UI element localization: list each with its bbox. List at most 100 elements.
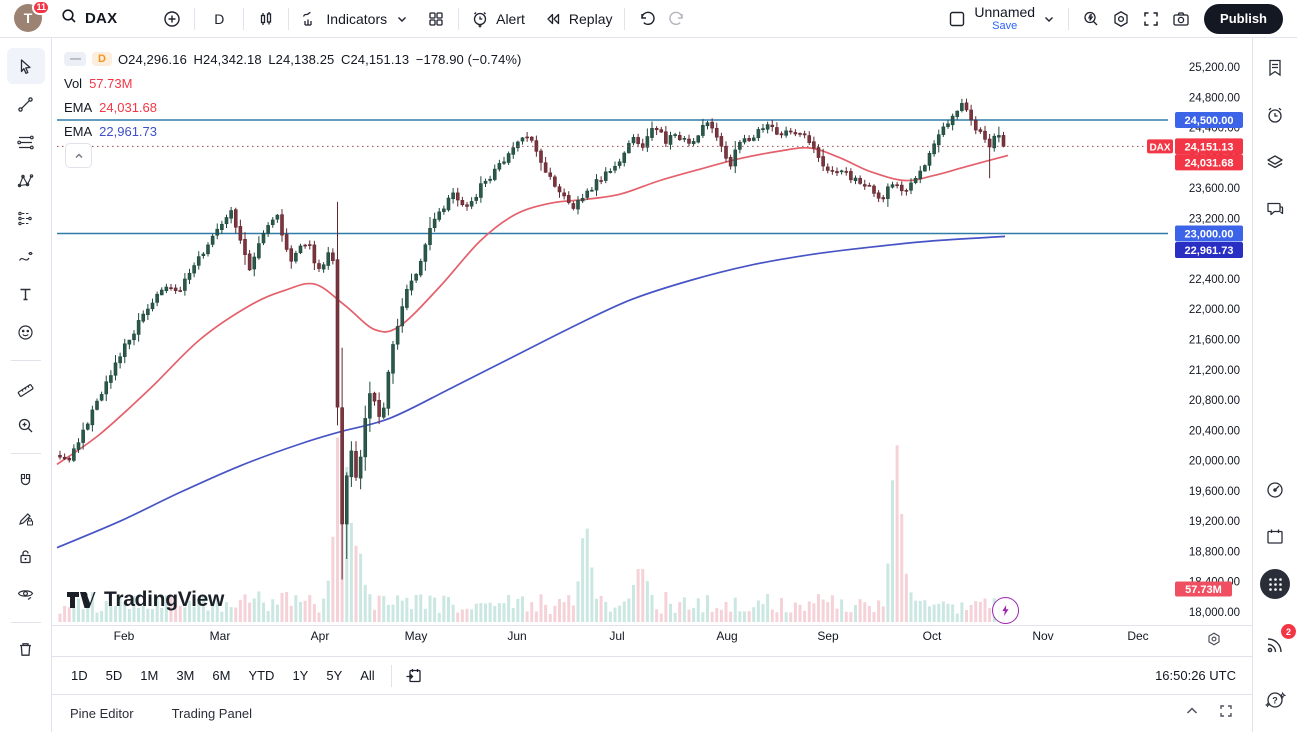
svg-text:23,600.00: 23,600.00 [1189, 183, 1240, 195]
volume-label: Vol [64, 75, 83, 91]
remove-drawings-tool[interactable] [7, 631, 45, 667]
go-to-date-icon[interactable] [399, 661, 429, 691]
compare-add-symbol-button[interactable] [157, 4, 187, 34]
indicators-button[interactable]: Indicators [296, 4, 391, 34]
legend-ema1-row[interactable]: EMA 24,031.68 [64, 95, 521, 119]
text-tool[interactable] [7, 276, 45, 312]
panel-maximize-icon[interactable] [1218, 703, 1234, 724]
volume-value: 57.73M [89, 75, 133, 91]
cursor-tool[interactable] [6, 48, 45, 84]
time-axis-month-feb: Feb [114, 629, 135, 643]
object-layers-icon[interactable] [1257, 144, 1293, 180]
svg-text:18,800.00: 18,800.00 [1189, 546, 1240, 558]
ema2-label: EMA [64, 123, 93, 139]
range-button-all[interactable]: All [360, 668, 375, 683]
svg-text:?: ? [1272, 696, 1278, 706]
panel-expand-chevron-up-icon[interactable] [1184, 703, 1200, 724]
range-button-3m[interactable]: 3M [176, 668, 195, 683]
replay-button[interactable]: Replay [539, 4, 617, 34]
ohlc-values: O24,296.16 H24,342.18 L24,138.25 C24,151… [117, 51, 522, 67]
save-link[interactable]: Save [992, 20, 1018, 32]
xabcd-pattern-tool[interactable] [7, 162, 45, 198]
symbol-name: DAX [85, 10, 118, 27]
quick-trade-bolt-button[interactable] [992, 597, 1019, 624]
range-button-1d[interactable]: 1D [71, 668, 88, 683]
help-icon[interactable]: ? [1257, 682, 1293, 718]
svg-text:24,031.68: 24,031.68 [1185, 157, 1234, 169]
measure-ruler-tool[interactable] [7, 369, 45, 405]
legend-main-row[interactable]: — D O24,296.16 H24,342.18 L24,138.25 C24… [64, 47, 521, 71]
user-menu-button[interactable]: T 11 [14, 0, 50, 34]
hide-drawings-tool[interactable] [7, 576, 45, 612]
settings-icon[interactable] [1106, 4, 1136, 34]
publish-button[interactable]: Publish [1204, 3, 1283, 34]
drawing-toolbar [0, 38, 52, 732]
symbol-search-button[interactable]: DAX [50, 4, 127, 34]
range-button-1m[interactable]: 1M [140, 668, 159, 683]
news-signal-icon[interactable]: 2 [1257, 624, 1296, 663]
tab-trading-panel[interactable]: Trading Panel [171, 706, 253, 721]
range-button-6m[interactable]: 6M [212, 668, 231, 683]
price-chart[interactable]: 25,200.0024,800.0024,400.0024,000.0023,6… [52, 38, 1252, 656]
emoji-tool[interactable] [7, 314, 45, 350]
top-toolbar: T 11 DAX D Indicators [0, 0, 1297, 38]
zoom-in-tool[interactable] [7, 407, 45, 443]
svg-text:22,000.00: 22,000.00 [1189, 304, 1240, 316]
fib-retracement-tool[interactable] [7, 124, 45, 160]
range-button-5y[interactable]: 5Y [326, 668, 343, 683]
divider [623, 7, 625, 30]
quick-search-icon[interactable] [1076, 4, 1106, 34]
range-button-1y[interactable]: 1Y [292, 668, 309, 683]
layout-chevron-down-icon[interactable] [1037, 4, 1061, 34]
camera-snapshot-icon[interactable] [1166, 4, 1196, 34]
svg-text:25,200.00: 25,200.00 [1189, 62, 1240, 74]
interval-button[interactable]: D [214, 10, 225, 27]
trend-line-tool[interactable] [7, 86, 45, 122]
drawing-mode-tool[interactable] [7, 500, 45, 536]
time-axis-month-aug: Aug [716, 629, 737, 643]
ema2-value: 22,961.73 [99, 123, 158, 139]
chat-icon[interactable] [1257, 191, 1293, 227]
svg-text:19,200.00: 19,200.00 [1189, 516, 1240, 528]
time-axis-month-may: May [405, 629, 428, 643]
gauge-icon[interactable] [1257, 472, 1293, 508]
range-button-ytd[interactable]: YTD [248, 668, 275, 683]
legend-collapse-button[interactable] [65, 143, 92, 168]
layout-button[interactable] [942, 4, 972, 34]
alerts-clock-icon[interactable] [1257, 97, 1293, 133]
divider [10, 622, 41, 623]
indicator-templates-button[interactable] [421, 4, 451, 34]
magnet-tool[interactable] [7, 462, 45, 498]
ema1-value: 24,031.68 [99, 99, 158, 115]
search-icon [60, 7, 78, 30]
svg-text:20,400.00: 20,400.00 [1189, 425, 1240, 437]
calendar-icon[interactable] [1257, 519, 1293, 555]
svg-text:18,000.00: 18,000.00 [1189, 607, 1240, 619]
time-axis-settings-icon[interactable] [1204, 629, 1224, 649]
brush-tool[interactable] [7, 238, 45, 274]
lock-all-tool[interactable] [7, 538, 45, 574]
legend-ema2-row[interactable]: EMA 22,961.73 [64, 119, 521, 143]
divider [390, 664, 392, 687]
divider [194, 7, 196, 30]
range-buttons: 1D 5D 1M 3M 6M YTD 1Y 5Y All [62, 664, 384, 687]
undo-button[interactable] [632, 4, 662, 34]
tab-pine-editor[interactable]: Pine Editor [70, 706, 134, 721]
forecast-tool[interactable] [7, 200, 45, 236]
time-axis-month-jul: Jul [609, 629, 624, 643]
indicators-chevron-down-icon[interactable] [391, 4, 413, 34]
chart-style-button[interactable] [251, 4, 281, 34]
redo-button[interactable] [662, 4, 692, 34]
legend-volume-row[interactable]: Vol 57.73M [64, 71, 521, 95]
fullscreen-icon[interactable] [1136, 4, 1166, 34]
layout-name-save[interactable]: Unnamed Save [974, 5, 1035, 32]
alert-button[interactable]: Alert [466, 4, 529, 34]
svg-text:23,200.00: 23,200.00 [1189, 213, 1240, 225]
range-button-5d[interactable]: 5D [105, 668, 123, 683]
tradingview-logo[interactable]: TradingView [66, 587, 224, 613]
replay-label: Replay [568, 10, 613, 27]
apps-grid-icon[interactable] [1257, 566, 1293, 602]
clock-utc[interactable]: 16:50:26 UTC [1155, 668, 1236, 683]
watchlist-icon[interactable] [1257, 50, 1293, 86]
divider [288, 7, 290, 30]
